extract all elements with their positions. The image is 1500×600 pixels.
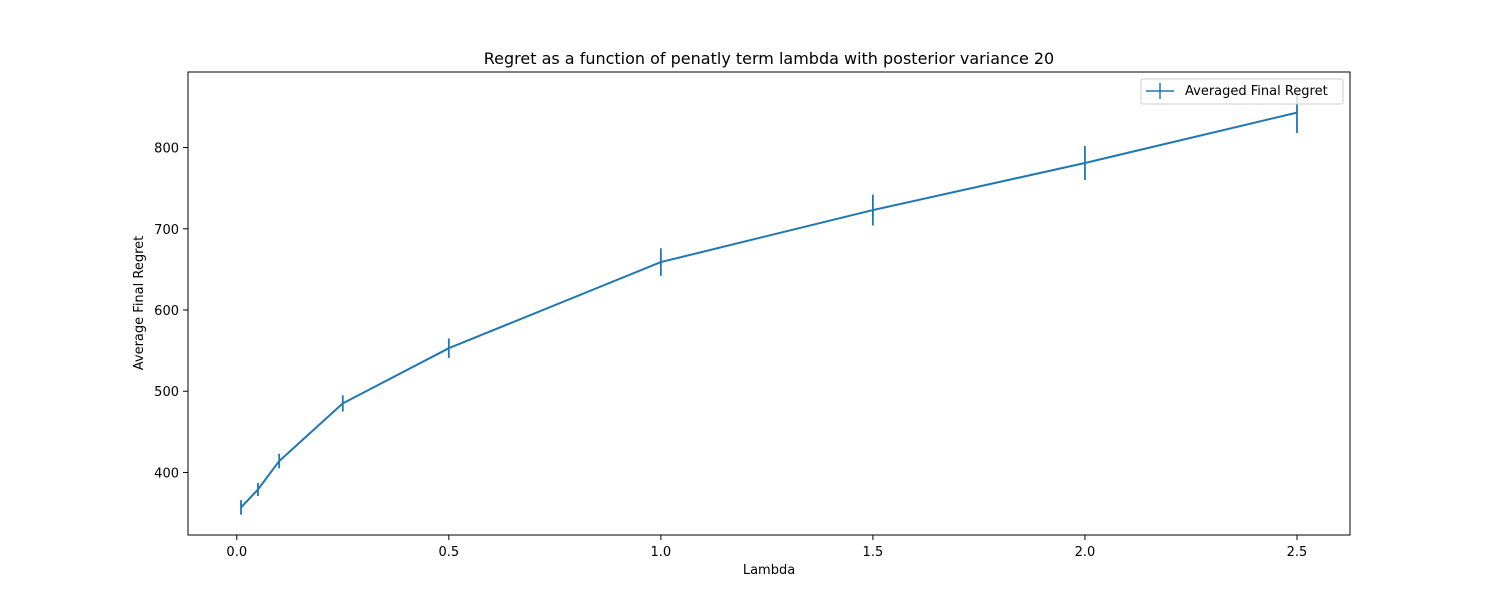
x-tick-label: 0.0 xyxy=(226,545,247,560)
plot-frame xyxy=(187,71,1351,536)
y-tick-label: 400 xyxy=(154,466,179,481)
chart-title: Regret as a function of penatly term lam… xyxy=(484,49,1054,68)
x-tick-label: 1.5 xyxy=(863,545,884,560)
legend-box xyxy=(1140,78,1344,105)
x-tick-label: 2.5 xyxy=(1287,545,1308,560)
x-tick-label: 0.5 xyxy=(438,545,459,560)
series-layer xyxy=(240,92,1298,515)
legend-label: Averaged Final Regret xyxy=(1185,84,1328,99)
x-axis-label: Lambda xyxy=(743,563,795,578)
y-axis-ticks: 400 500 600 700 800 xyxy=(154,142,188,481)
series-line xyxy=(240,111,1298,509)
y-tick-label: 800 xyxy=(154,142,179,157)
plot-area xyxy=(187,71,1351,536)
y-axis-label: Average Final Regret xyxy=(132,236,147,370)
y-tick-label: 700 xyxy=(154,223,179,238)
x-axis-ticks: 0.0 0.5 1.0 1.5 2.0 2.5 xyxy=(226,535,1307,560)
x-tick-label: 2.0 xyxy=(1075,545,1096,560)
y-tick-label: 500 xyxy=(154,385,179,400)
legend: Averaged Final Regret xyxy=(1140,78,1344,105)
y-tick-label: 600 xyxy=(154,304,179,319)
x-tick-label: 1.0 xyxy=(651,545,672,560)
